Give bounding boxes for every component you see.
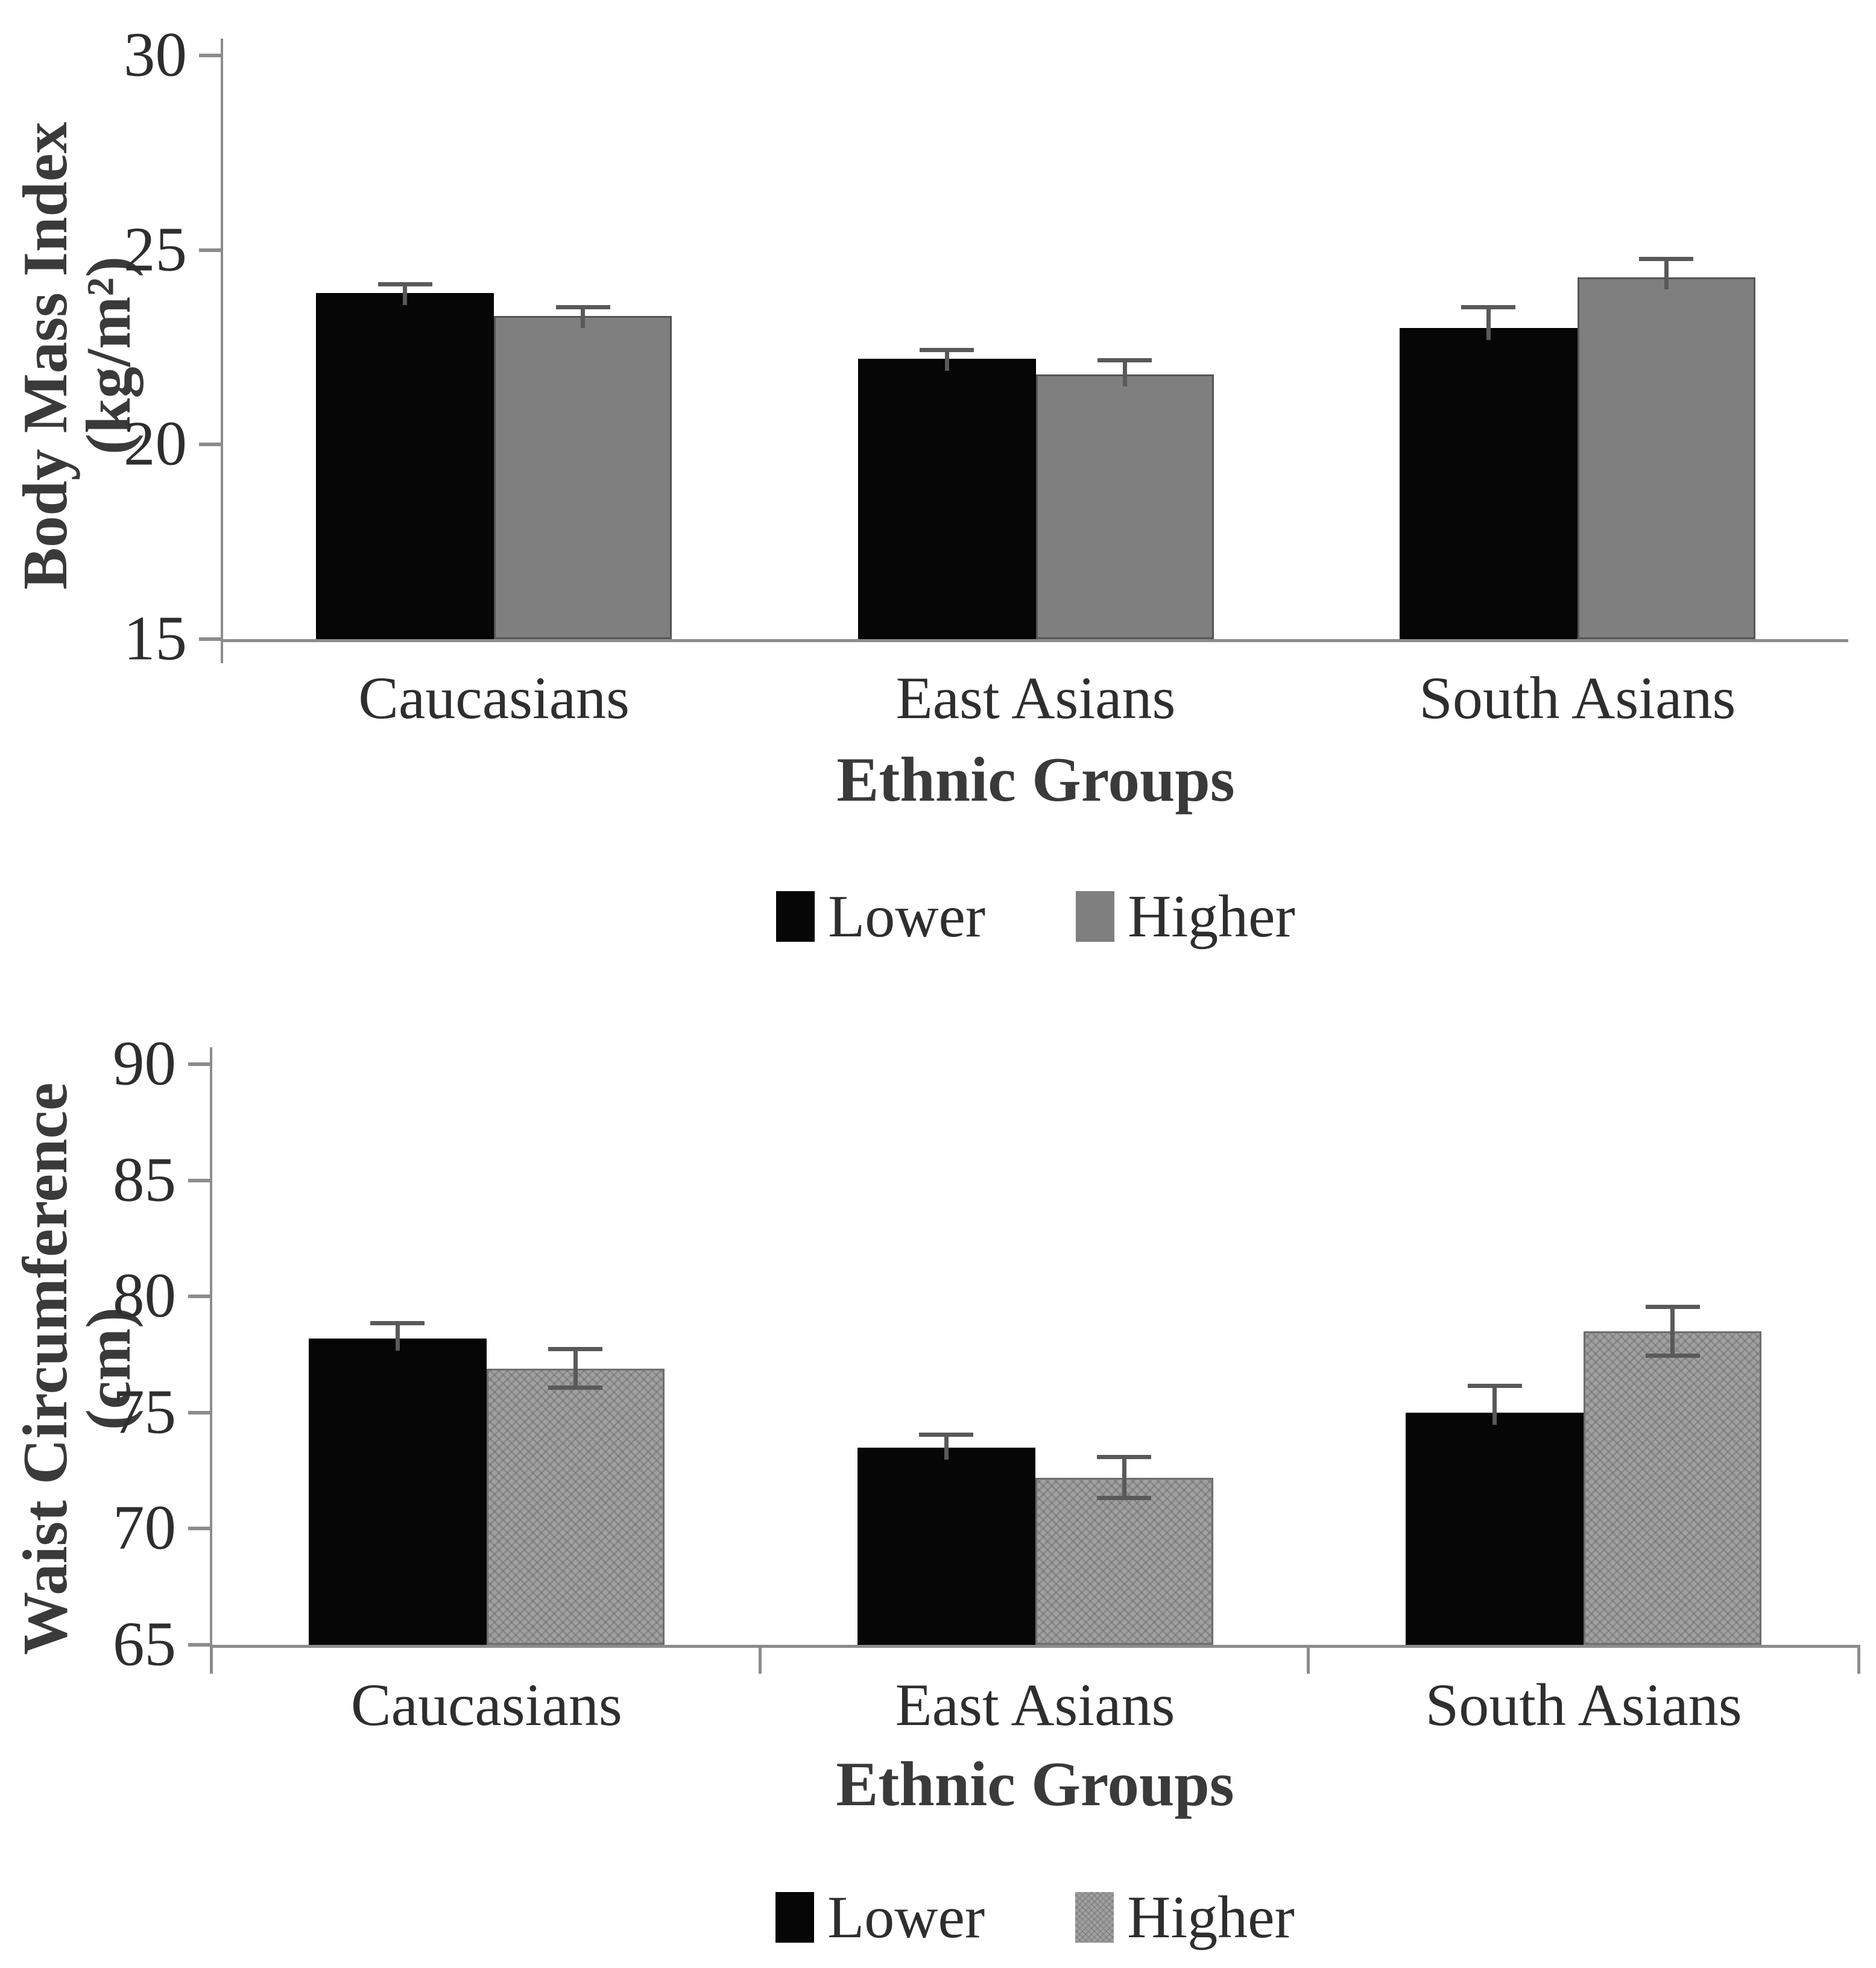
error-bar-higher-south-asians-cap-bottom bbox=[1645, 1353, 1700, 1358]
bmi-legend: Lower Higher bbox=[223, 886, 1848, 947]
bmi-x-axis-title: Ethnic Groups bbox=[836, 744, 1235, 815]
error-bar-lower-caucasians-cap-top bbox=[377, 282, 432, 286]
x-axis-tick bbox=[758, 1645, 762, 1674]
error-bar-lower-caucasians-cap-top bbox=[370, 1321, 425, 1326]
y-axis-tick bbox=[199, 637, 221, 641]
error-bar-lower-south-asians-stem bbox=[1492, 1387, 1497, 1425]
legend-item-lower: Lower bbox=[776, 886, 985, 947]
error-bar-higher-east-asians-stem bbox=[1122, 361, 1127, 387]
legend-item-higher: Higher bbox=[1076, 886, 1295, 947]
y-tick-label: 80 bbox=[113, 1260, 176, 1331]
waist-x-axis-title: Ethnic Groups bbox=[836, 1749, 1234, 1819]
bar-higher-caucasians bbox=[486, 1368, 665, 1645]
higher-swatch-icon bbox=[1075, 1892, 1114, 1943]
error-bar-higher-caucasians-cap-top bbox=[555, 305, 610, 310]
legend-item-lower: Lower bbox=[775, 1887, 985, 1948]
y-axis-tick bbox=[199, 443, 221, 447]
bar-lower-caucasians bbox=[308, 1338, 487, 1645]
y-axis-tick bbox=[188, 1643, 210, 1647]
error-bar-lower-east-asians-cap-top bbox=[919, 1433, 973, 1437]
y-tick-label: 30 bbox=[124, 19, 187, 90]
bar-higher-east-asians bbox=[1035, 1477, 1213, 1645]
y-tick-label: 70 bbox=[113, 1492, 176, 1563]
legend-item-higher: Higher bbox=[1075, 1887, 1295, 1948]
y-axis-tick bbox=[188, 1178, 210, 1182]
error-bar-lower-caucasians-stem bbox=[403, 285, 408, 305]
error-bar-higher-caucasians-stem bbox=[581, 308, 586, 329]
x-axis-tick bbox=[1857, 1645, 1860, 1674]
waist-legend: Lower Higher bbox=[212, 1887, 1858, 1948]
bar-lower-east-asians bbox=[857, 1447, 1035, 1645]
higher-swatch-icon bbox=[1076, 891, 1115, 942]
error-bar-higher-south-asians-cap-top bbox=[1645, 1305, 1700, 1310]
error-bar-higher-south-asians-stem bbox=[1664, 259, 1669, 289]
bar-higher-caucasians bbox=[494, 316, 672, 639]
bar-lower-caucasians bbox=[316, 292, 494, 639]
y-axis-line bbox=[210, 1047, 212, 1674]
legend-label-higher: Higher bbox=[1128, 883, 1295, 950]
y-axis-line bbox=[221, 39, 223, 663]
category-label-caucasians: Caucasians bbox=[350, 1671, 622, 1738]
bar-higher-east-asians bbox=[1035, 374, 1214, 639]
y-axis-tick bbox=[188, 1062, 210, 1066]
error-bar-higher-caucasians-cap-top bbox=[548, 1346, 603, 1351]
error-bar-lower-south-asians-stem bbox=[1486, 308, 1491, 340]
error-bar-higher-east-asians-cap-top bbox=[1097, 1454, 1151, 1459]
bar-lower-south-asians bbox=[1406, 1412, 1584, 1645]
x-axis-line bbox=[221, 639, 1848, 642]
y-tick-label: 15 bbox=[124, 602, 187, 673]
y-tick-label: 25 bbox=[124, 213, 187, 285]
y-axis-tick bbox=[188, 1295, 210, 1299]
category-label-east-asians: East Asians bbox=[895, 1671, 1175, 1738]
error-bar-lower-caucasians-stem bbox=[395, 1324, 400, 1351]
lower-swatch-icon bbox=[775, 1892, 815, 1943]
bar-higher-south-asians bbox=[1577, 277, 1755, 639]
error-bar-higher-east-asians-cap-top bbox=[1097, 358, 1152, 362]
category-label-south-asians: South Asians bbox=[1419, 664, 1736, 731]
legend-label-lower: Lower bbox=[827, 1884, 985, 1951]
error-bar-lower-south-asians-cap-top bbox=[1461, 305, 1516, 310]
y-tick-label: 85 bbox=[113, 1143, 176, 1214]
error-bar-higher-east-asians-cap-bottom bbox=[1097, 1496, 1151, 1501]
category-label-caucasians: Caucasians bbox=[358, 664, 630, 731]
lower-swatch-icon bbox=[776, 891, 815, 942]
y-tick-label: 65 bbox=[113, 1608, 176, 1679]
error-bar-lower-south-asians-cap-top bbox=[1467, 1384, 1522, 1389]
error-bar-lower-east-asians-cap-top bbox=[920, 348, 974, 353]
y-tick-label: 20 bbox=[124, 408, 187, 479]
error-bar-higher-caucasians-cap-bottom bbox=[548, 1386, 603, 1390]
y-axis-tick bbox=[188, 1410, 210, 1414]
error-bar-higher-south-asians-stem bbox=[1670, 1308, 1675, 1355]
y-axis-tick bbox=[199, 248, 221, 252]
category-label-south-asians: South Asians bbox=[1425, 1671, 1742, 1738]
legend-label-higher: Higher bbox=[1127, 1884, 1295, 1951]
error-bar-lower-east-asians-stem bbox=[944, 351, 949, 371]
y-tick-label: 90 bbox=[113, 1027, 176, 1099]
error-bar-lower-east-asians-stem bbox=[944, 1436, 949, 1460]
legend-label-lower: Lower bbox=[828, 883, 986, 950]
y-tick-label: 75 bbox=[113, 1376, 176, 1447]
error-bar-higher-south-asians-cap-top bbox=[1639, 256, 1694, 261]
x-axis-tick bbox=[1307, 1645, 1310, 1674]
x-axis-tick bbox=[210, 1645, 213, 1674]
y-axis-tick bbox=[188, 1527, 210, 1531]
error-bar-higher-east-asians-stem bbox=[1122, 1457, 1126, 1498]
bar-lower-south-asians bbox=[1399, 327, 1578, 639]
error-bar-higher-caucasians-stem bbox=[573, 1349, 578, 1387]
bar-lower-east-asians bbox=[857, 359, 1036, 639]
bar-higher-south-asians bbox=[1584, 1331, 1762, 1645]
category-label-east-asians: East Asians bbox=[895, 664, 1176, 731]
y-axis-tick bbox=[199, 54, 221, 57]
x-axis-line bbox=[210, 1645, 1858, 1648]
